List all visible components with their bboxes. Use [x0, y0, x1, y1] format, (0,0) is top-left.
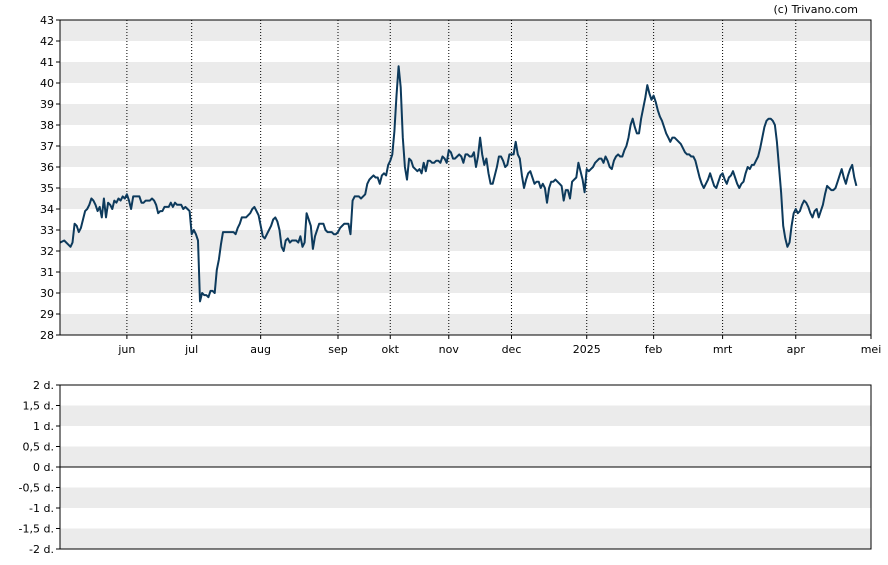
- sub-plot-frame: [59, 384, 872, 550]
- main-y-tick-label: 32: [40, 245, 54, 258]
- main-x-tick-label: jun: [117, 343, 135, 356]
- main-grid-band: [60, 104, 871, 125]
- main-y-tick-label: 31: [40, 266, 54, 279]
- sub-chart: 2 d. 1,5 d. 1 d. 0,5 d. 0 d. -0,5 d. -1 d. -1,5…: [19, 379, 872, 556]
- main-grid-band: [60, 272, 871, 293]
- sub-y-tick-label: -1 d.: [29, 502, 54, 515]
- sub-grid-band: [60, 446, 871, 467]
- credit-label: (c) Trivano.com: [773, 3, 858, 16]
- main-y-tick-label: 41: [40, 56, 54, 69]
- main-y-tick-label: 39: [40, 98, 54, 111]
- main-y-tick-label: 36: [40, 161, 54, 174]
- main-y-tick-label: 40: [40, 77, 54, 90]
- main-x-tick-label: jul: [184, 343, 198, 356]
- main-grid-bands: [60, 20, 871, 335]
- main-y-tick-label: 28: [40, 329, 54, 342]
- main-grid-band: [60, 188, 871, 209]
- main-price-chart: 28 29 30 31 32 33 34 35 36 37 38 39 40 41 42 43 jun jul a…: [40, 14, 881, 356]
- sub-grid-band: [60, 405, 871, 426]
- sub-grid-band: [60, 528, 871, 549]
- main-x-axis-ticks: jun jul aug sep okt nov dec 2025 feb mrt apr mei: [117, 335, 881, 356]
- main-x-tick-label: sep: [328, 343, 347, 356]
- main-y-axis-ticks: 28 29 30 31 32 33 34 35 36 37 38 39 40 41 42 43: [40, 14, 60, 342]
- main-x-tick-label: nov: [439, 343, 460, 356]
- main-grid-band: [60, 62, 871, 83]
- main-x-tick-label: feb: [645, 343, 663, 356]
- sub-y-tick-label: -1,5 d.: [19, 523, 54, 536]
- sub-y-axis-ticks: 2 d. 1,5 d. 1 d. 0,5 d. 0 d. -0,5 d. -1 d. -1,5…: [19, 379, 60, 556]
- main-x-tick-label: mrt: [713, 343, 733, 356]
- main-grid-band: [60, 314, 871, 335]
- sub-grid-band: [60, 487, 871, 508]
- price-series-line: [59, 65, 858, 303]
- main-x-tick-label: 2025: [573, 343, 601, 356]
- main-x-tick-label: dec: [502, 343, 522, 356]
- sub-y-tick-label: 1 d.: [33, 420, 54, 433]
- main-grid-band: [60, 20, 871, 41]
- main-x-tick-label: okt: [382, 343, 400, 356]
- main-y-tick-label: 43: [40, 14, 54, 27]
- main-grid-band: [60, 230, 871, 251]
- main-y-tick-label: 37: [40, 140, 54, 153]
- main-plot-frame: [59, 19, 872, 336]
- sub-y-tick-label: 2 d.: [33, 379, 54, 392]
- main-x-tick-label: aug: [250, 343, 271, 356]
- sub-grid-bands: [60, 405, 871, 549]
- main-y-tick-label: 29: [40, 308, 54, 321]
- main-x-tick-label: mei: [861, 343, 882, 356]
- main-y-tick-label: 34: [40, 203, 54, 216]
- main-x-tick-label: apr: [787, 343, 806, 356]
- main-y-tick-label: 33: [40, 224, 54, 237]
- main-y-tick-label: 38: [40, 119, 54, 132]
- sub-y-tick-label: 0 d.: [33, 461, 54, 474]
- sub-y-tick-label: 1,5 d.: [23, 400, 54, 413]
- sub-y-tick-label: -0,5 d.: [19, 482, 54, 495]
- main-y-tick-label: 42: [40, 35, 54, 48]
- sub-y-tick-label: -2 d.: [29, 543, 54, 556]
- main-y-tick-label: 35: [40, 182, 54, 195]
- main-y-tick-label: 30: [40, 287, 54, 300]
- sub-y-tick-label: 0,5 d.: [23, 441, 54, 454]
